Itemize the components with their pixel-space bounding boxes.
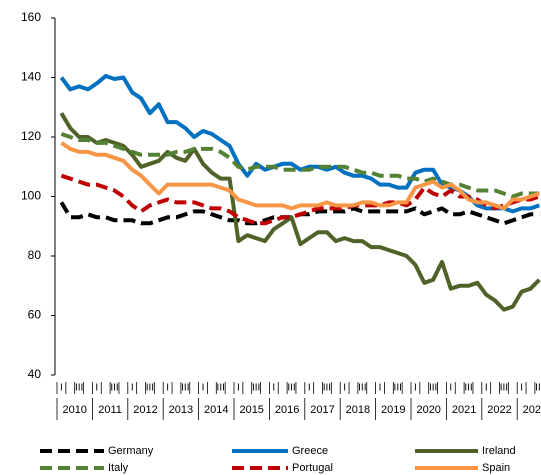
series-line bbox=[59, 112, 541, 312]
year-label: 2017 bbox=[310, 404, 334, 416]
year-label: 2013 bbox=[169, 404, 193, 416]
year-label: 2019 bbox=[381, 404, 405, 416]
year-label: 2021 bbox=[452, 404, 476, 416]
plot-area bbox=[59, 74, 541, 312]
y-tick-label: 160 bbox=[21, 10, 41, 24]
series-line bbox=[60, 141, 540, 211]
y-tick-label: 80 bbox=[28, 248, 42, 262]
legend-label: Portugal bbox=[292, 462, 333, 474]
x-tick-label: I bbox=[237, 383, 240, 394]
year-label: 2020 bbox=[416, 404, 440, 416]
x-tick-label: III bbox=[287, 383, 295, 394]
x-tick-label: I bbox=[272, 383, 275, 394]
year-label: 2010 bbox=[62, 404, 86, 416]
legend-label: Greece bbox=[292, 445, 328, 457]
x-tick-label: III bbox=[500, 383, 508, 394]
year-label: 2023 bbox=[523, 404, 541, 416]
x-tick-label: III bbox=[535, 383, 541, 394]
year-label: 2012 bbox=[133, 404, 157, 416]
x-tick-label: I bbox=[449, 383, 452, 394]
x-tick-label: I bbox=[202, 383, 205, 394]
x-tick-label: III bbox=[394, 383, 402, 394]
x-tick-label: III bbox=[323, 383, 331, 394]
year-label: 2015 bbox=[239, 404, 263, 416]
year-label: 2014 bbox=[204, 404, 228, 416]
year-label: 2018 bbox=[346, 404, 370, 416]
series-line bbox=[59, 74, 540, 214]
x-tick-label: I bbox=[308, 383, 311, 394]
x-tick-label: I bbox=[485, 383, 488, 394]
x-tick-label: III bbox=[429, 383, 437, 394]
x-tick-label: I bbox=[343, 383, 346, 394]
x-tick-label: III bbox=[217, 383, 225, 394]
series-line bbox=[60, 132, 540, 199]
year-label: 2016 bbox=[275, 404, 299, 416]
x-tick-label: I bbox=[414, 383, 417, 394]
y-tick-label: 140 bbox=[21, 70, 41, 84]
x-tick-label: III bbox=[358, 383, 366, 394]
x-tick-label: III bbox=[464, 383, 472, 394]
x-tick-label: III bbox=[252, 383, 260, 394]
x-tick-label: I bbox=[166, 383, 169, 394]
x-tick-label: III bbox=[75, 383, 83, 394]
x-tick-label: I bbox=[60, 383, 63, 394]
x-tick-label: III bbox=[146, 383, 154, 394]
x-tick-label: I bbox=[131, 383, 134, 394]
y-tick-label: 100 bbox=[21, 189, 41, 203]
x-tick-label: I bbox=[520, 383, 523, 394]
legend-label: Germany bbox=[108, 445, 154, 457]
year-label: 2011 bbox=[98, 404, 122, 416]
y-tick-label: 60 bbox=[28, 308, 42, 322]
x-tick-label: III bbox=[110, 383, 118, 394]
year-label: 2022 bbox=[487, 404, 511, 416]
legend-label: Spain bbox=[482, 462, 510, 474]
x-tick-label: I bbox=[379, 383, 382, 394]
y-tick-label: 120 bbox=[21, 129, 41, 143]
x-tick-label: I bbox=[95, 383, 98, 394]
series-line bbox=[60, 173, 540, 226]
x-tick-label: III bbox=[181, 383, 189, 394]
legend-label: Italy bbox=[108, 462, 129, 474]
y-tick-label: 40 bbox=[28, 367, 42, 381]
legend-label: Ireland bbox=[482, 445, 516, 457]
